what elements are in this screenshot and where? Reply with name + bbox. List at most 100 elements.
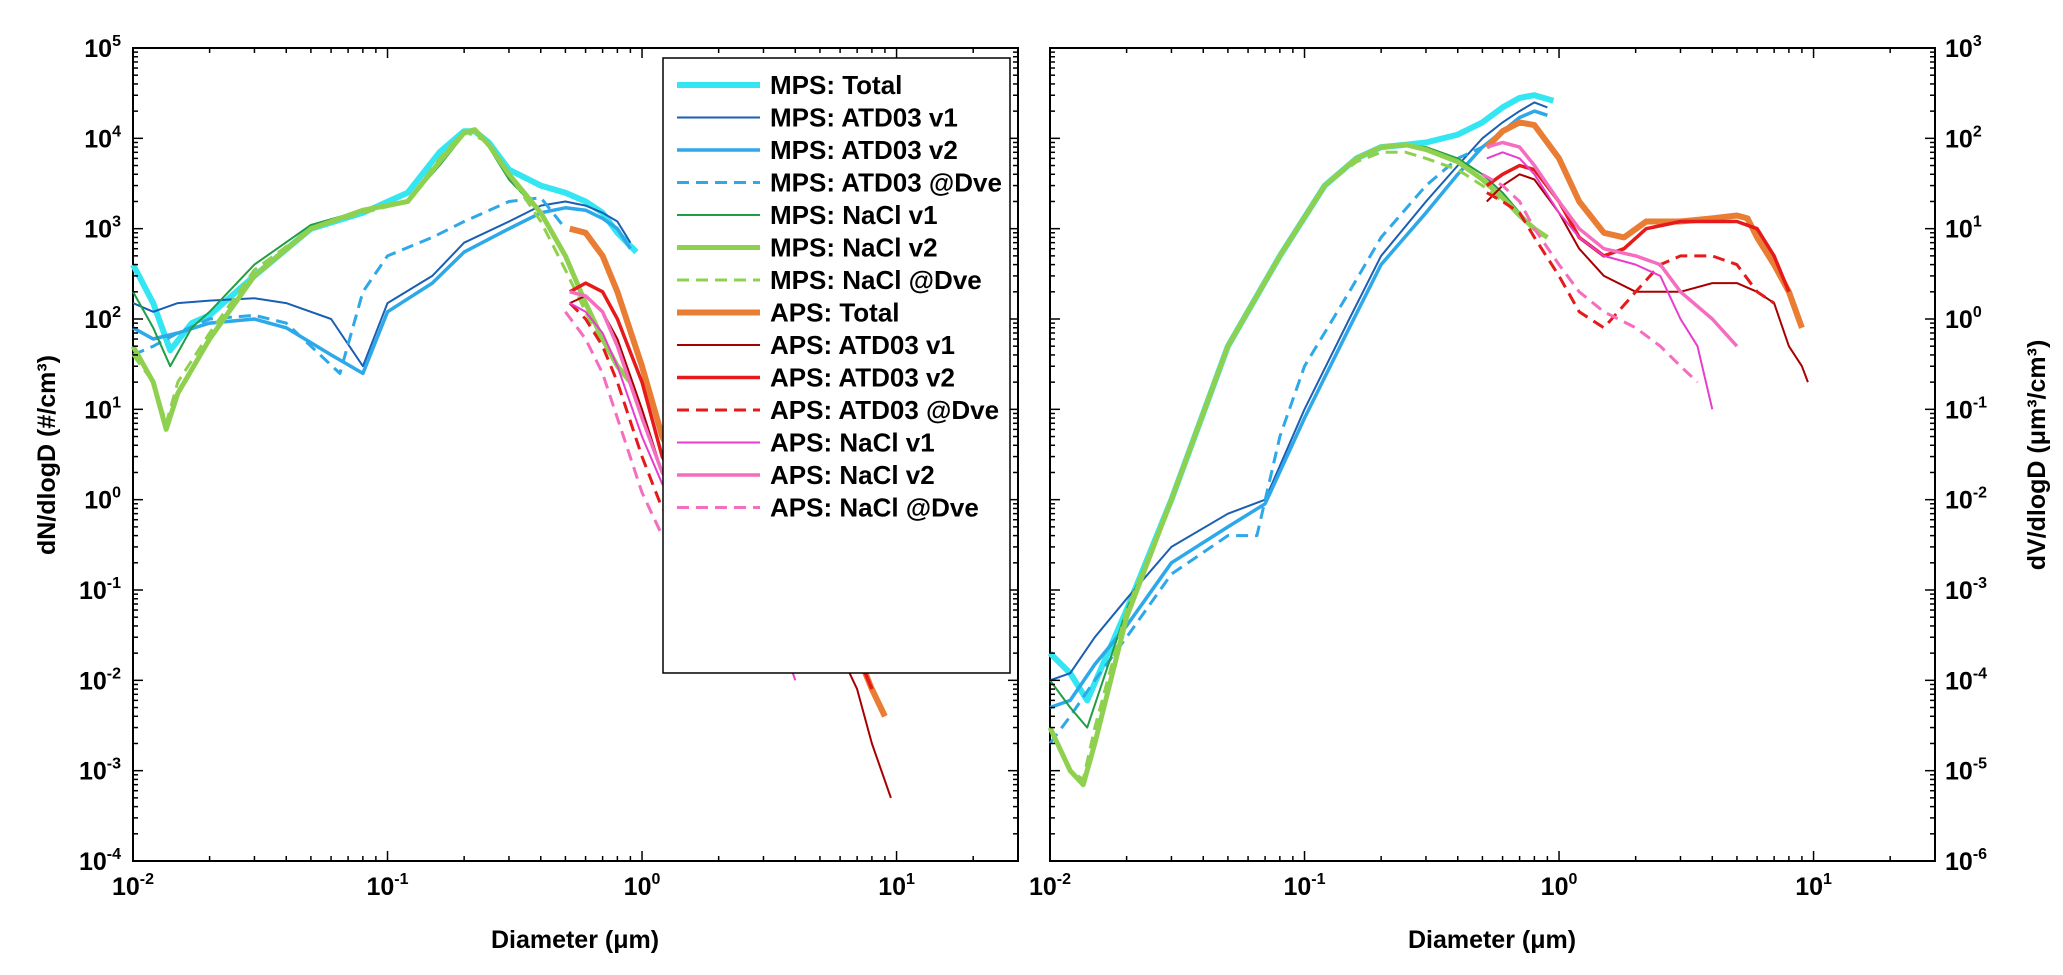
left-y-tick-label-exponent: -1: [107, 575, 121, 592]
left-x-tick-label: 101: [878, 871, 915, 901]
left-y-tick-label: 10-4: [79, 846, 121, 876]
right-y-axis-label: dV/dlogD (μm³/cm³): [2023, 340, 2051, 571]
left-y-tick-label-exponent: 2: [112, 304, 121, 321]
left-x-tick-label-base: 10: [366, 873, 394, 901]
left-y-tick-label-exponent: -3: [107, 756, 121, 773]
right-x-tick-label-base: 10: [1795, 873, 1823, 901]
legend-label-6: MPS: NaCl v2: [770, 233, 938, 263]
right-y-tick-label-exponent: 3: [1973, 33, 1982, 50]
right-y-tick-label: 10-5: [1945, 756, 1987, 786]
right-series-line-11: [1486, 191, 1775, 330]
right-y-tick-label-base: 10: [1945, 216, 1973, 244]
right-y-tick-label: 102: [1945, 123, 1982, 153]
right-series-line-4: [1048, 145, 1484, 745]
legend-label-9: APS: ATD03 v1: [770, 330, 955, 360]
right-series-group: [1047, 92, 1809, 788]
left-y-tick-label-exponent: 5: [112, 33, 121, 50]
left-y-tick-label-exponent: -4: [107, 846, 121, 863]
left-y-tick-label-exponent: -2: [107, 665, 121, 682]
left-y-tick-label-base: 10: [84, 306, 112, 334]
left-axis-ticks: [132, 47, 1019, 862]
right-series-line-13: [1486, 140, 1739, 348]
legend-label-3: MPS: ATD03 v2: [770, 135, 958, 165]
left-x-tick-label-exponent: 1: [906, 871, 915, 888]
left-y-tick-label-base: 10: [84, 216, 112, 244]
right-series-line-14: [1481, 172, 1699, 384]
right-x-axis-label: Diameter (μm): [1408, 926, 1576, 954]
right-series-line-6: [1047, 142, 1549, 788]
right-y-tick-label-base: 10: [1945, 125, 1973, 153]
legend-label-4: MPS: ATD03 @Dve: [770, 168, 1002, 198]
right-x-tick-label-base: 10: [1541, 873, 1569, 901]
left-x-axis-label: Diameter (μm): [491, 926, 659, 954]
right-y-tick-label-exponent: -3: [1973, 575, 1987, 592]
right-plot-frame: [1049, 47, 1936, 862]
right-x-tick-label: 10-2: [1029, 871, 1071, 901]
right-y-tick-label: 10-3: [1945, 575, 1987, 605]
legend-box: [662, 57, 1011, 674]
right-x-tick-label-base: 10: [1029, 873, 1057, 901]
right-series-line-8: [1484, 119, 1805, 329]
right-x-tick-label-exponent: -1: [1311, 871, 1325, 888]
legend-label-14: APS: NaCl @Dve: [770, 493, 979, 523]
left-x-tick-label-exponent: 0: [651, 871, 660, 888]
left-y-tick-label-base: 10: [84, 35, 112, 63]
legend-label-12: APS: NaCl v1: [770, 428, 935, 458]
left-x-tick-label: 10-1: [366, 871, 408, 901]
left-x-tick-label-base: 10: [878, 873, 906, 901]
right-y-tick-label-exponent: -6: [1973, 846, 1987, 863]
right-y-tick-label-base: 10: [1945, 396, 1973, 424]
legend-label-7: MPS: NaCl @Dve: [770, 265, 982, 295]
right-x-tick-label: 100: [1541, 871, 1578, 901]
right-y-tick-label-base: 10: [1945, 487, 1973, 515]
left-x-tick-label-base: 10: [112, 873, 140, 901]
right-y-tick-label: 101: [1945, 214, 1982, 244]
left-x-tick-labels: 10-2 10-1 100 101: [112, 871, 915, 901]
left-x-tick-label: 10-2: [112, 871, 154, 901]
right-x-tick-label: 10-1: [1283, 871, 1325, 901]
left-y-tick-label: 104: [84, 123, 121, 153]
right-y-tick-label-exponent: -5: [1973, 756, 1987, 773]
left-y-tick-label: 101: [84, 394, 121, 424]
left-y-tick-label-exponent: 3: [112, 214, 121, 231]
right-series-line-7: [1048, 150, 1521, 781]
left-y-tick-label-base: 10: [79, 667, 107, 695]
left-series-line-3: [132, 206, 632, 376]
left-x-tick-label-exponent: -2: [140, 871, 154, 888]
left-x-tick-label-base: 10: [624, 873, 652, 901]
left-y-tick-label: 103: [84, 214, 121, 244]
left-series-line-4: [132, 196, 567, 375]
left-y-tick-label-base: 10: [84, 396, 112, 424]
right-y-tick-label: 103: [1945, 33, 1982, 63]
legend-label-8: APS: Total: [770, 298, 900, 328]
right-y-tick-label-base: 10: [1945, 848, 1973, 876]
right-series-line-2: [1049, 101, 1548, 682]
right-y-tick-label-exponent: -4: [1973, 665, 1987, 682]
legend-label-2: MPS: ATD03 v1: [770, 103, 958, 133]
right-y-tick-label: 10-4: [1945, 665, 1987, 695]
right-series-line-12: [1486, 151, 1714, 410]
right-y-tick-label-base: 10: [1945, 577, 1973, 605]
left-y-tick-label: 10-1: [79, 575, 121, 605]
right-y-tick-label: 10-1: [1945, 394, 1987, 424]
legend-label-5: MPS: NaCl v1: [770, 200, 938, 230]
right-y-tick-label-exponent: 1: [1973, 214, 1982, 231]
right-x-tick-label-exponent: 1: [1823, 871, 1832, 888]
left-y-axis-label: dN/dlogD (#/cm³): [33, 355, 61, 555]
legend-label-13: APS: NaCl v2: [770, 460, 935, 490]
left-y-tick-label: 100: [84, 485, 121, 515]
left-y-tick-label: 10-3: [79, 756, 121, 786]
left-series-line-7: [131, 129, 604, 425]
left-series-line-2: [132, 200, 632, 368]
left-y-tick-label: 105: [84, 33, 121, 63]
right-y-tick-label-base: 10: [1945, 758, 1973, 786]
right-x-tick-label-exponent: -2: [1057, 871, 1071, 888]
left-y-tick-label-base: 10: [79, 577, 107, 605]
left-y-tick-label-base: 10: [79, 848, 107, 876]
legend-label-1: MPS: Total: [770, 70, 902, 100]
legend-label-10: APS: ATD03 v2: [770, 363, 955, 393]
